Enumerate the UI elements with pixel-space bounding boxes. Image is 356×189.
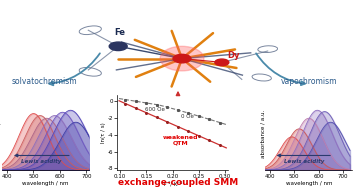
Ellipse shape [160,46,204,71]
Y-axis label: absorbance / a.u.: absorbance / a.u. [260,110,265,158]
Text: weakened
QTM: weakened QTM [163,135,198,146]
X-axis label: T⁻¹/ K⁻¹: T⁻¹/ K⁻¹ [162,181,183,186]
Text: Dy: Dy [227,51,240,60]
X-axis label: wavelength / nm: wavelength / nm [286,181,332,186]
Circle shape [215,59,229,66]
Y-axis label: ln(τ / s): ln(τ / s) [101,122,106,143]
Text: Fe: Fe [115,28,126,37]
Text: Lewis acidity: Lewis acidity [21,160,62,164]
Circle shape [173,54,191,63]
X-axis label: wavelength / nm: wavelength / nm [22,181,69,186]
Text: 0 Oe: 0 Oe [180,114,193,119]
Text: Lewis acidity: Lewis acidity [284,160,324,164]
Text: solvatochromism: solvatochromism [12,77,77,86]
Text: exchange-coupled SMM: exchange-coupled SMM [118,178,238,187]
Text: 600 Oe: 600 Oe [145,107,165,112]
Text: vapochromism: vapochromism [281,77,337,86]
Circle shape [109,42,127,51]
Y-axis label: absorbance / a.u.: absorbance / a.u. [0,110,2,158]
